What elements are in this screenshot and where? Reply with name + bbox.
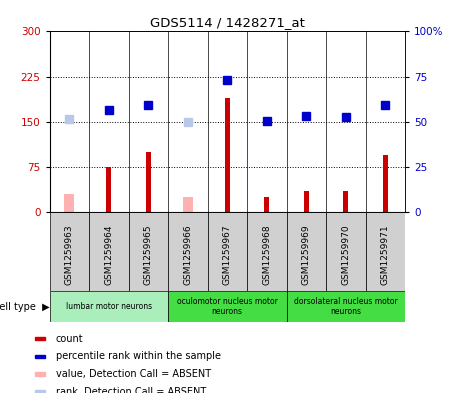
Bar: [64, 194, 74, 212]
Bar: [247, 212, 287, 291]
Bar: [287, 212, 326, 291]
Bar: [207, 212, 247, 291]
Bar: [343, 191, 348, 212]
Bar: [287, 291, 405, 322]
Bar: [326, 212, 365, 291]
Bar: [225, 98, 230, 212]
Title: GDS5114 / 1428271_at: GDS5114 / 1428271_at: [150, 16, 305, 29]
Text: count: count: [56, 334, 83, 343]
Bar: [35, 373, 45, 376]
Text: lumbar motor neurons: lumbar motor neurons: [66, 302, 152, 311]
Bar: [106, 167, 111, 212]
Text: GSM1259969: GSM1259969: [302, 224, 311, 285]
Text: GSM1259968: GSM1259968: [262, 224, 271, 285]
Bar: [383, 155, 387, 212]
Text: cell type  ▶: cell type ▶: [0, 301, 50, 312]
Bar: [35, 337, 45, 340]
Text: oculomotor nucleus motor
neurons: oculomotor nucleus motor neurons: [177, 297, 278, 316]
Text: dorsolateral nucleus motor
neurons: dorsolateral nucleus motor neurons: [294, 297, 398, 316]
Bar: [265, 197, 269, 212]
Text: rank, Detection Call = ABSENT: rank, Detection Call = ABSENT: [56, 387, 206, 393]
Bar: [146, 152, 151, 212]
Bar: [168, 291, 287, 322]
Text: GSM1259966: GSM1259966: [183, 224, 192, 285]
Bar: [50, 212, 89, 291]
Bar: [183, 197, 193, 212]
Bar: [129, 212, 168, 291]
Bar: [304, 191, 309, 212]
Text: GSM1259971: GSM1259971: [381, 224, 390, 285]
Text: value, Detection Call = ABSENT: value, Detection Call = ABSENT: [56, 369, 211, 379]
Bar: [35, 390, 45, 393]
Text: GSM1259970: GSM1259970: [341, 224, 350, 285]
Bar: [365, 212, 405, 291]
Text: GSM1259963: GSM1259963: [65, 224, 74, 285]
Text: GSM1259964: GSM1259964: [104, 224, 113, 285]
Text: percentile rank within the sample: percentile rank within the sample: [56, 351, 221, 361]
Bar: [168, 212, 207, 291]
Text: GSM1259967: GSM1259967: [223, 224, 232, 285]
Bar: [50, 291, 168, 322]
Bar: [35, 355, 45, 358]
Bar: [89, 212, 129, 291]
Text: GSM1259965: GSM1259965: [144, 224, 153, 285]
